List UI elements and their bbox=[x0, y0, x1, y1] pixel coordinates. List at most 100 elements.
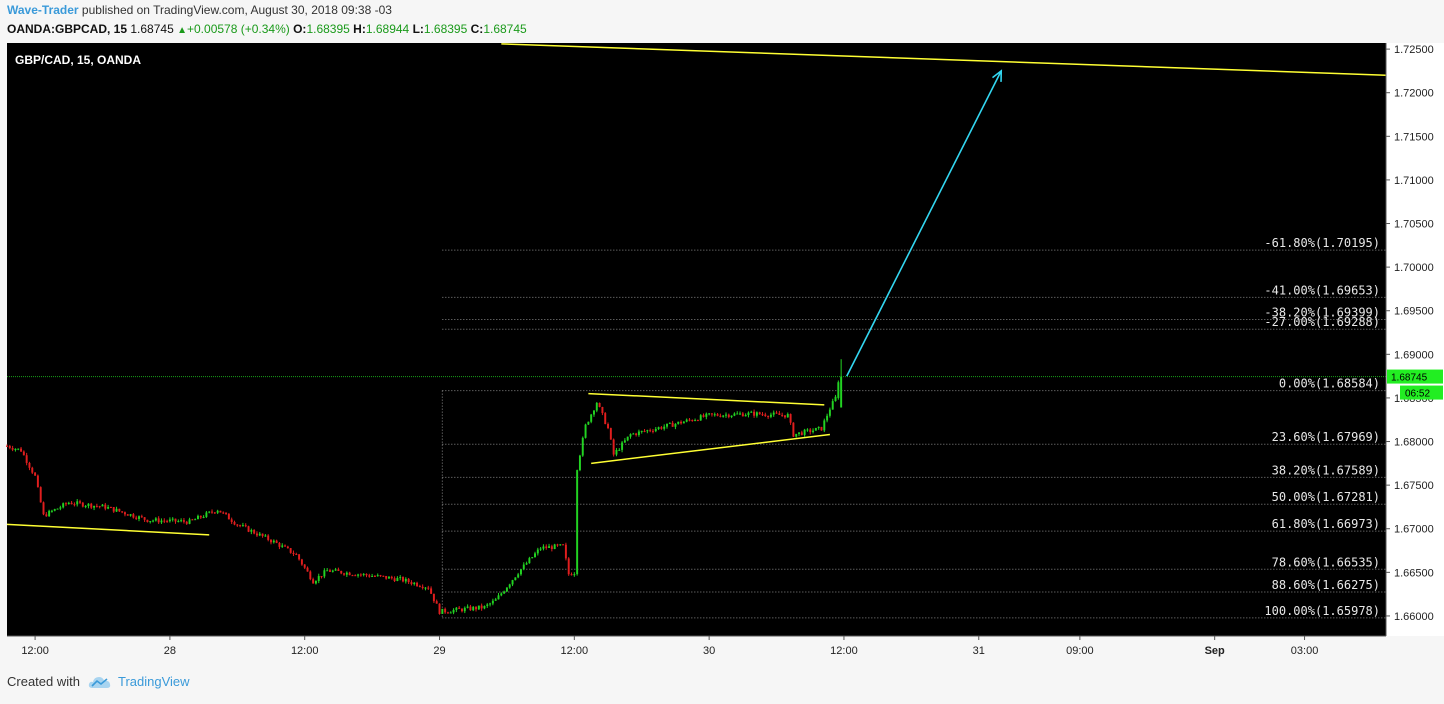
candle-body bbox=[432, 593, 435, 602]
candle-body bbox=[312, 579, 315, 584]
candle-body bbox=[553, 544, 556, 550]
candle-body bbox=[182, 520, 185, 522]
candle-body bbox=[649, 430, 652, 432]
candle-body bbox=[216, 510, 219, 513]
x-tick-label: 12:00 bbox=[291, 645, 319, 657]
arrow-head-icon bbox=[992, 69, 1003, 82]
candle-body bbox=[570, 574, 573, 576]
candle-body bbox=[11, 448, 14, 450]
y-tick-label: 1.67000 bbox=[1394, 524, 1434, 536]
candle-body bbox=[373, 576, 376, 578]
candle-body bbox=[149, 521, 152, 523]
candle-body bbox=[663, 426, 666, 429]
candle-body bbox=[62, 503, 65, 508]
candle-body bbox=[814, 427, 817, 431]
open-label: O: bbox=[293, 22, 307, 36]
candle-body bbox=[466, 606, 469, 608]
candle-body bbox=[357, 574, 360, 576]
candle-body bbox=[694, 420, 697, 422]
candle-body bbox=[753, 411, 756, 416]
candle-body bbox=[458, 607, 461, 609]
candle-body bbox=[522, 564, 525, 570]
close-label: C: bbox=[470, 22, 484, 36]
candle-body bbox=[545, 546, 548, 548]
candle-body bbox=[531, 557, 534, 559]
candle-body bbox=[171, 518, 174, 520]
candle-body bbox=[95, 505, 98, 507]
candle-body bbox=[840, 376, 843, 408]
symbol-info: OANDA:GBPCAD, 15 1.68745 ▲+0.00578 (+0.3… bbox=[7, 22, 527, 36]
candle-body bbox=[455, 607, 458, 610]
candle-body bbox=[135, 517, 138, 519]
fib-level-label: 50.00%(1.67281) bbox=[1272, 490, 1380, 504]
candle-body bbox=[31, 467, 34, 473]
candle-body bbox=[542, 546, 545, 549]
candle-body bbox=[680, 421, 683, 424]
x-tick-label: 09:00 bbox=[1066, 645, 1094, 657]
fib-level-label: 38.20%(1.67589) bbox=[1272, 463, 1380, 477]
candle-body bbox=[50, 510, 53, 512]
candle-body bbox=[534, 553, 536, 558]
candle-body bbox=[475, 606, 478, 610]
candle-body bbox=[354, 575, 357, 577]
candle-body bbox=[421, 586, 424, 589]
candle-body bbox=[34, 472, 37, 476]
candle-body bbox=[180, 520, 183, 522]
fib-level-label: -61.80%(1.70195) bbox=[1264, 236, 1380, 250]
y-tick-label: 1.68000 bbox=[1394, 437, 1434, 449]
candle-body bbox=[410, 582, 413, 585]
candle-body bbox=[79, 501, 82, 503]
y-tick-label: 1.71000 bbox=[1394, 175, 1434, 187]
candle-body bbox=[348, 572, 351, 576]
candle-body bbox=[601, 407, 604, 414]
candle-body bbox=[778, 413, 781, 415]
candle-body bbox=[578, 455, 581, 471]
candle-body bbox=[584, 424, 587, 438]
candle-body bbox=[500, 593, 503, 596]
candle-body bbox=[576, 470, 579, 575]
candle-body bbox=[820, 426, 823, 431]
candle-body bbox=[668, 422, 671, 424]
y-tick-label: 1.69500 bbox=[1394, 306, 1434, 318]
candle-body bbox=[556, 544, 559, 546]
footer: Created with TradingView bbox=[7, 674, 190, 689]
candle-body bbox=[208, 511, 211, 513]
candle-body bbox=[666, 423, 668, 427]
candle-body bbox=[758, 412, 761, 415]
candle-body bbox=[314, 580, 317, 584]
candle-body bbox=[657, 427, 660, 429]
candle-body bbox=[402, 577, 404, 582]
fib-level-label: 61.80%(1.66973) bbox=[1272, 517, 1380, 531]
candle-body bbox=[36, 475, 39, 488]
projection-arrow bbox=[846, 70, 1002, 377]
candle-body bbox=[750, 411, 753, 413]
candle-body bbox=[548, 546, 551, 548]
candle-body bbox=[823, 420, 826, 431]
candle-body bbox=[710, 413, 713, 415]
candle-body bbox=[418, 586, 421, 588]
last-price: 1.68745 bbox=[130, 22, 174, 36]
candle-body bbox=[716, 414, 719, 416]
candle-body bbox=[696, 420, 699, 422]
candle-body bbox=[247, 526, 250, 532]
candle-body bbox=[213, 512, 216, 514]
candle-body bbox=[713, 414, 716, 416]
candle-body bbox=[300, 559, 303, 565]
x-tick-label: 03:00 bbox=[1291, 645, 1319, 657]
candle-body bbox=[278, 542, 281, 547]
plot-area bbox=[7, 43, 1386, 636]
candle-body bbox=[194, 519, 197, 521]
candle-body bbox=[612, 439, 615, 455]
price-change: +0.00578 (+0.34%) bbox=[187, 22, 290, 36]
candle-body bbox=[416, 582, 419, 587]
candle-body bbox=[736, 413, 739, 415]
tradingview-brand-link[interactable]: TradingView bbox=[117, 674, 190, 689]
author-link[interactable]: Wave-Trader bbox=[7, 3, 79, 17]
fib-level-label: 23.60%(1.67969) bbox=[1272, 430, 1380, 444]
candle-body bbox=[755, 412, 758, 416]
candle-body bbox=[744, 415, 747, 417]
candle-body bbox=[199, 515, 202, 518]
candle-body bbox=[250, 529, 253, 532]
